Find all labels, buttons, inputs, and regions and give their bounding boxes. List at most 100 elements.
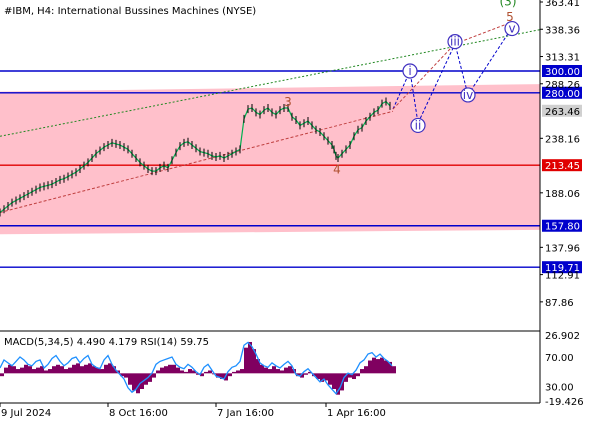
macd-bar (104, 364, 108, 374)
macd-bar (12, 366, 16, 374)
macd-bar (300, 373, 304, 378)
wave-label-iii: iii (450, 35, 460, 49)
macd-bar (288, 366, 292, 374)
macd-bar (260, 364, 264, 374)
macd-bar (84, 364, 88, 374)
macd-bar (280, 370, 284, 374)
wave-label-4: 4 (333, 162, 341, 176)
macd-rsi-panel[interactable] (0, 341, 396, 395)
macd-bar (320, 373, 324, 382)
macd-bar (172, 364, 176, 374)
macd-bar (184, 371, 188, 374)
macd-bar (228, 373, 232, 377)
wave-circle-v (504, 20, 520, 37)
level-tag-text-280.00: 280.00 (545, 89, 580, 100)
level-tag-text-300.00: 300.00 (545, 67, 580, 78)
macd-bar (316, 373, 320, 380)
macd-bar (44, 370, 48, 374)
level-tag-text-119.71: 119.71 (545, 263, 580, 274)
macd-bar (376, 359, 380, 374)
macd-bar (8, 364, 12, 374)
macd-bar (16, 369, 20, 374)
macd-bar (356, 373, 360, 377)
macd-bar (188, 369, 192, 374)
macd-bar (308, 371, 312, 374)
macd-bar (76, 363, 80, 374)
macd-bar (192, 370, 196, 374)
macd-bar (224, 373, 228, 381)
macd-bar (256, 359, 260, 374)
macd-bar (100, 369, 104, 374)
macd-bar (380, 357, 384, 374)
macd-bar (92, 366, 96, 374)
macd-bar (252, 349, 256, 374)
level-tag-213.45 (542, 159, 582, 172)
price-tick-label: 238.16 (545, 134, 580, 145)
macd-bar (236, 370, 240, 374)
current-price-tag (542, 104, 582, 117)
macd-bar (120, 373, 124, 377)
wave-label-v: v (508, 22, 515, 36)
indicator-label: MACD(5,34,5) 4.490 4.179 RSI(14) 59.75 (4, 337, 209, 348)
time-tick-label: 1 Apr 16:00 (327, 408, 386, 419)
macd-bar (20, 367, 24, 374)
macd-bar (364, 366, 368, 374)
wave-label-i: i (408, 64, 411, 78)
macd-bar (180, 370, 184, 374)
macd-bar (164, 366, 168, 374)
level-tag-text-157.80: 157.80 (545, 222, 580, 233)
macd-bar (88, 363, 92, 374)
macd-bar (108, 363, 112, 374)
wave-label-ii: ii (415, 118, 422, 132)
macd-bar (204, 371, 208, 374)
level-tag-280.00 (542, 86, 582, 99)
macd-bar (32, 369, 36, 374)
macd-bar (52, 366, 56, 374)
support-trendline (0, 110, 394, 213)
time-tick-label: 7 Jan 16:00 (217, 408, 274, 419)
wave-circle-iii (447, 34, 463, 50)
macd-bar (132, 373, 136, 391)
macd-bar (48, 369, 52, 374)
macd-bar (332, 373, 336, 389)
macd-bar (284, 367, 288, 374)
macd-bar (232, 371, 236, 374)
price-tick-label: 313.31 (545, 53, 580, 64)
macd-bar (96, 367, 100, 374)
macd-bar (56, 364, 60, 374)
macd-bar (112, 366, 116, 374)
macd-bar (156, 370, 160, 374)
macd-bar (0, 373, 4, 377)
macd-bar (220, 373, 224, 380)
chart-title: #IBM, H4: International Bussines Machine… (4, 6, 256, 17)
rsi-level-30: 30.00 (545, 382, 574, 393)
time-tick-label: 8 Oct 16:00 (109, 408, 168, 419)
macd-bar (348, 373, 352, 378)
macd-bar (136, 373, 140, 394)
macd-bar (240, 369, 244, 374)
macd-bar (24, 364, 28, 374)
wave-label-(3): (3) (500, 0, 517, 9)
macd-bar (324, 373, 328, 381)
wave-label-3: 3 (284, 95, 292, 109)
macd-bar (200, 373, 204, 377)
rsi-level-70: 70.00 (545, 353, 574, 364)
macd-bar (368, 360, 372, 374)
macd-tick-top: 26.902 (545, 331, 580, 342)
price-line (0, 100, 391, 213)
macd-bar (388, 361, 392, 374)
level-tag-text-213.45: 213.45 (545, 161, 580, 172)
price-tick-label: 363.41 (545, 0, 580, 9)
macd-bar (128, 373, 132, 385)
macd-bar (328, 373, 332, 385)
level-tag-300.00 (542, 65, 582, 78)
macd-bar (268, 369, 272, 374)
macd-bar (352, 373, 356, 380)
wave-circle-ii (410, 117, 426, 134)
macd-bar (176, 367, 180, 374)
wave-circle-iv (460, 87, 476, 103)
macd-bar (264, 367, 268, 374)
macd-bar (80, 366, 84, 374)
